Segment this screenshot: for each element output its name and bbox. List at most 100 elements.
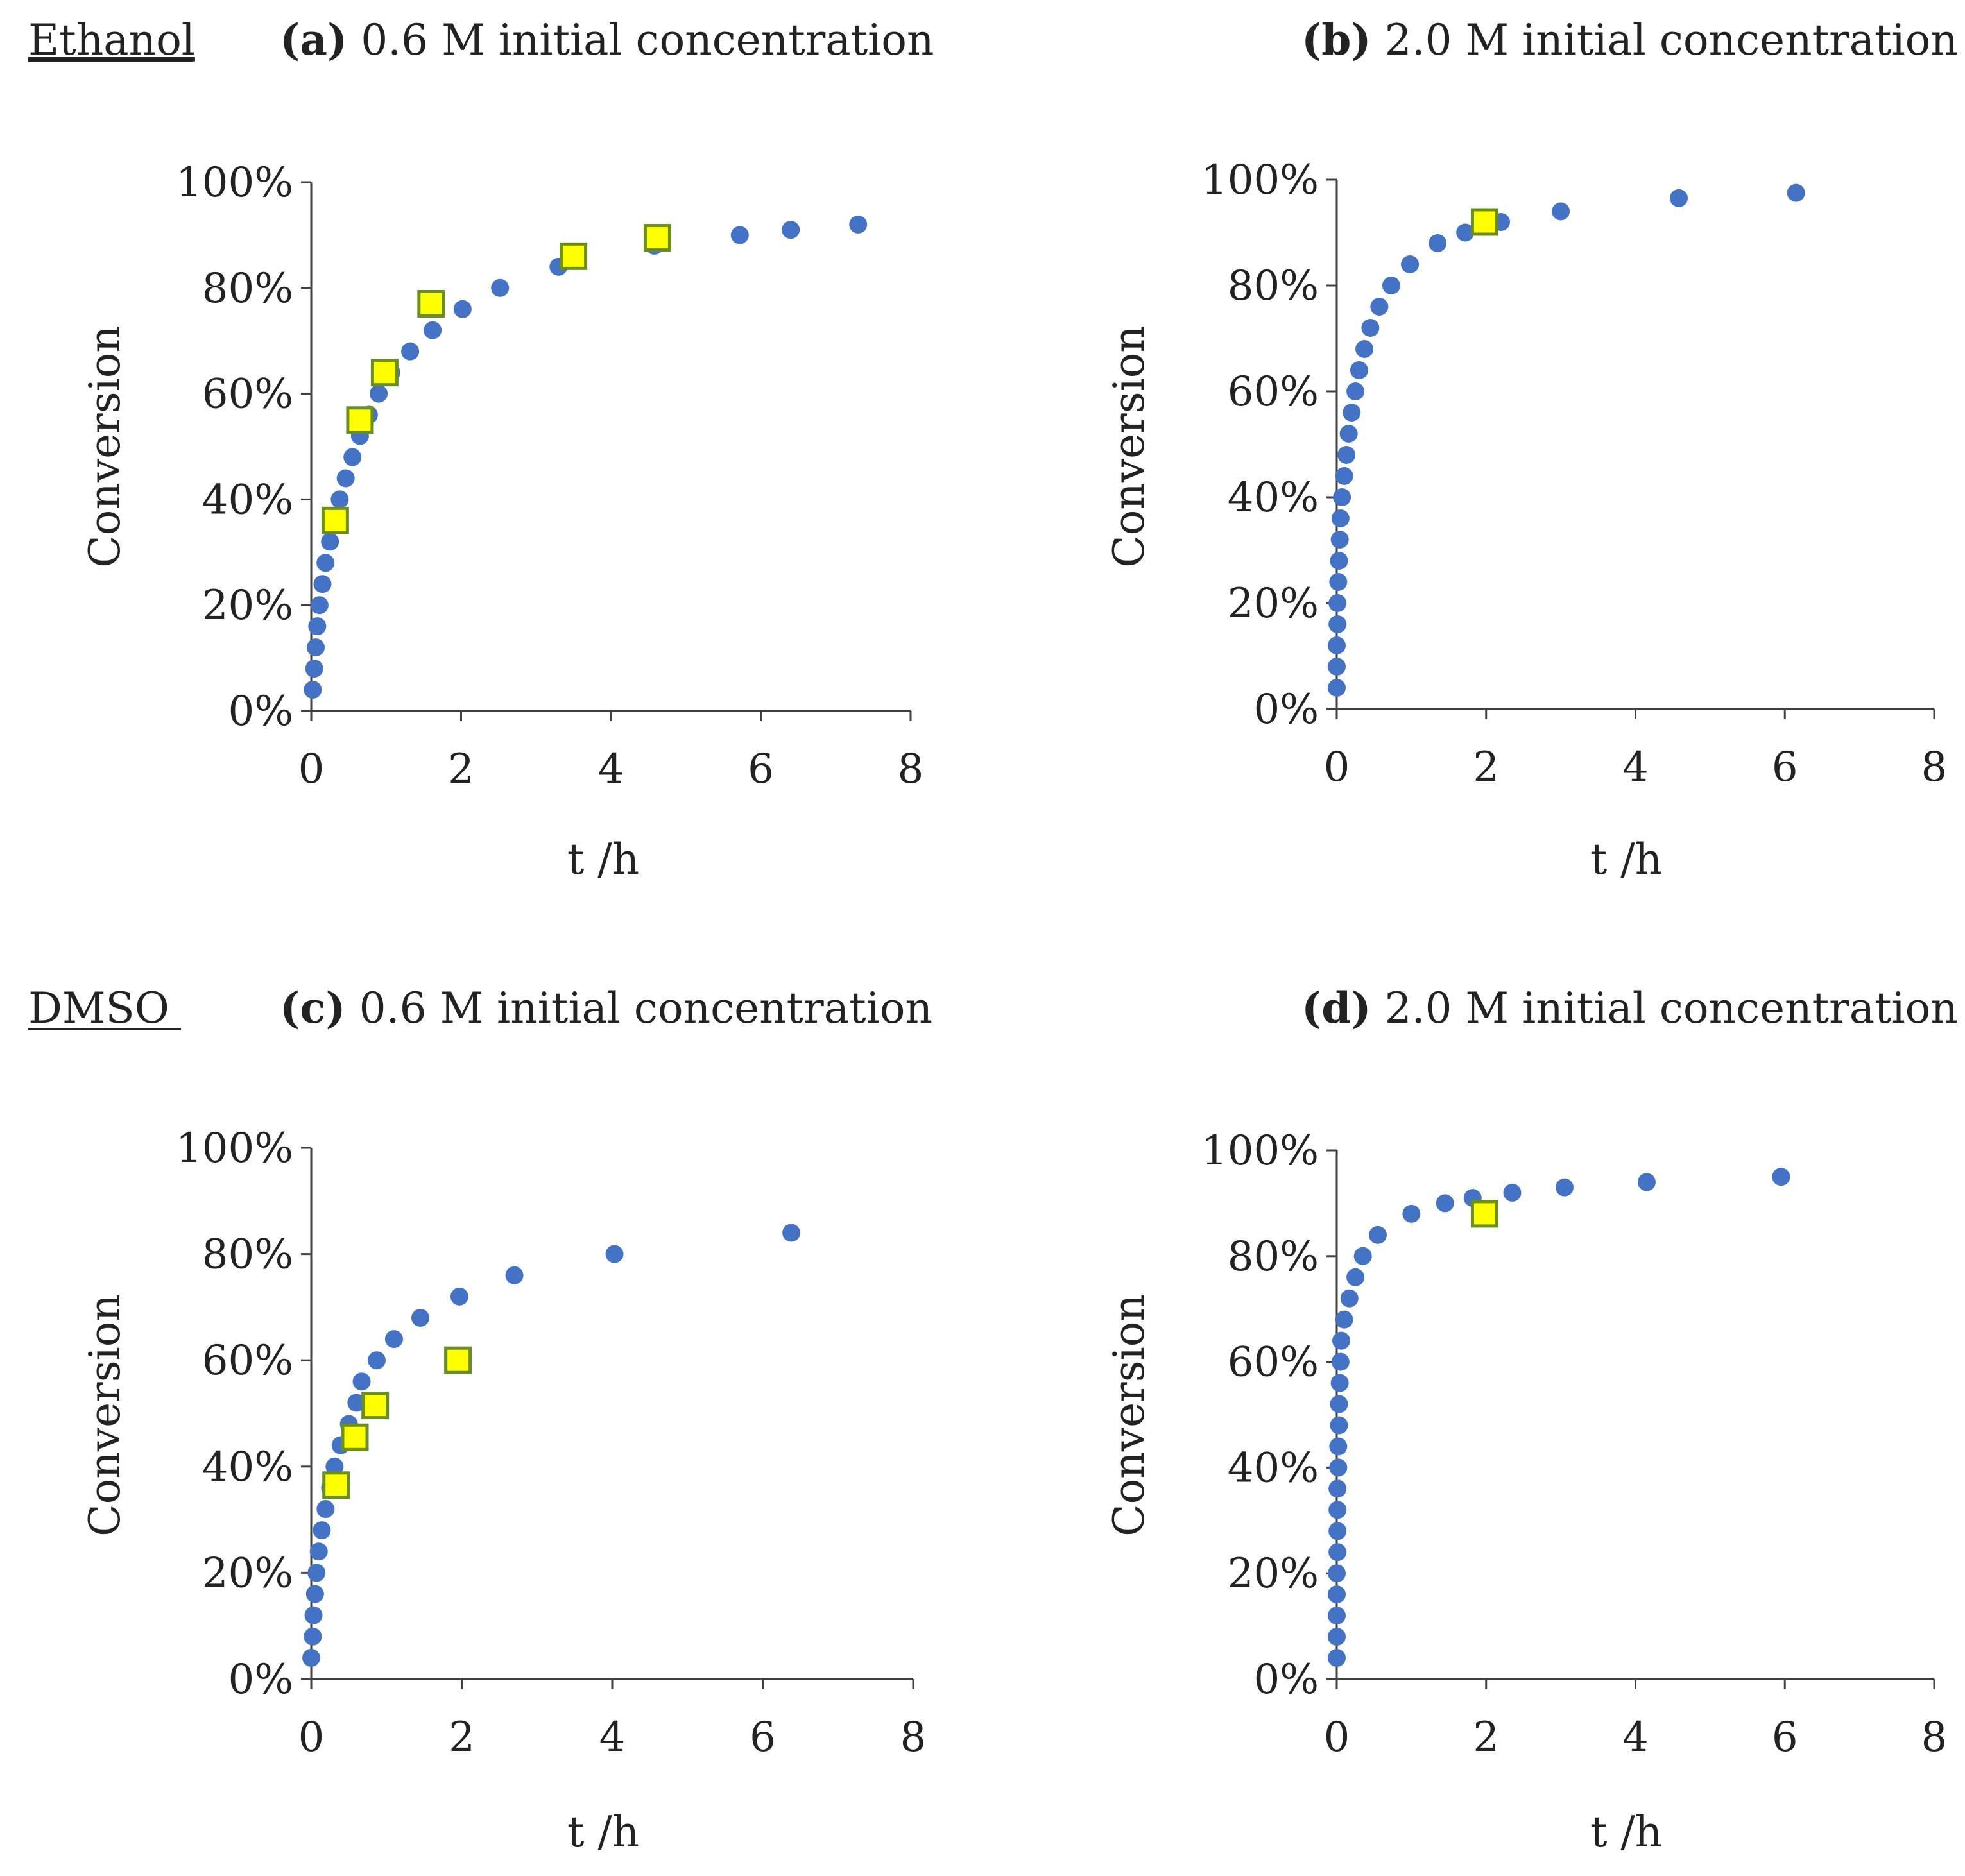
panel-b-model-point bbox=[1335, 467, 1353, 485]
panel-b-model-point bbox=[1328, 679, 1346, 697]
panel-a: (a) 0.6 M initial concentration 0 2 4 6 80%2… bbox=[80, 15, 934, 884]
panel-d-x-tick-label: 0 bbox=[1324, 1714, 1350, 1761]
panel-b-model-point bbox=[1552, 202, 1570, 221]
panel-a-experiment-point bbox=[346, 406, 374, 434]
panel-c-x-tick-label: 6 bbox=[750, 1714, 776, 1761]
panel-a-model-point bbox=[401, 342, 420, 361]
panel-c-model-point bbox=[368, 1351, 386, 1370]
panel-c-y-tick-label: 60% bbox=[202, 1337, 293, 1385]
panel-b-model-point bbox=[1328, 636, 1346, 654]
panel-a-model-point bbox=[849, 215, 868, 234]
row-label-dmso: DMSO bbox=[28, 984, 169, 1033]
panel-b-model-point bbox=[1361, 319, 1380, 337]
panel-a-model-point bbox=[310, 596, 329, 615]
panel-d-model-point bbox=[1331, 1352, 1350, 1371]
panel-b-y-tick-label: 100% bbox=[1201, 157, 1319, 204]
panel-c-experiment-point bbox=[444, 1346, 472, 1374]
panel-b-model-point bbox=[1382, 277, 1400, 294]
panel-b-y-tick-label: 40% bbox=[1228, 474, 1319, 522]
panel-d-model-point bbox=[1346, 1268, 1365, 1286]
panel-d-y-tick-label: 80% bbox=[1228, 1233, 1319, 1281]
panel-d-model-point bbox=[1503, 1183, 1522, 1202]
panel-b-title-letter: (b) bbox=[1301, 15, 1371, 65]
panel-c-model-point bbox=[302, 1648, 320, 1667]
panel-a-title-text: 0.6 M initial concentration bbox=[347, 15, 934, 65]
panel-b-model-point bbox=[1343, 404, 1361, 422]
panel-d-x-tick-label: 4 bbox=[1622, 1714, 1649, 1761]
panel-b-y-tick-label: 20% bbox=[1228, 580, 1319, 627]
panel-a-model-point bbox=[370, 384, 388, 403]
panel-a-model-point bbox=[330, 490, 349, 509]
panel-d-model-point bbox=[1329, 1458, 1348, 1477]
panel-a-experiment-point bbox=[417, 290, 445, 318]
panel-a-y-tick-label: 100% bbox=[176, 159, 293, 207]
panel-a-model-point bbox=[305, 660, 323, 678]
panel-a-model-point bbox=[308, 617, 327, 636]
panel-d: (d) 2.0 M initial concentration 0 2 4 6 80%2… bbox=[1104, 983, 1958, 1857]
panel-d-y-tick-label: 40% bbox=[1228, 1444, 1319, 1492]
panel-a-x-tick-label: 0 bbox=[298, 746, 325, 793]
panel-d-title-letter: (d) bbox=[1301, 983, 1371, 1033]
panel-c-title: (c) 0.6 M initial concentration bbox=[280, 983, 932, 1033]
panel-d-model-point bbox=[1328, 1607, 1346, 1625]
panel-c-model-point bbox=[505, 1266, 524, 1284]
panel-c-x-tick-label: 2 bbox=[449, 1714, 475, 1761]
panel-b-model-point bbox=[1787, 183, 1805, 202]
panel-c-model-point bbox=[307, 1564, 326, 1582]
panel-d-plot: 0 2 4 6 80%20%40%60%80%100% bbox=[1201, 1127, 1947, 1761]
panel-c-experiment-point bbox=[361, 1392, 390, 1420]
panel-a-experiment-point bbox=[560, 242, 588, 270]
panel-c-xlabel: t /h bbox=[567, 1807, 639, 1857]
panel-c-plot: 0 2 4 6 80%20%40%60%80%100% bbox=[176, 1125, 926, 1761]
panel-a-x-tick-label: 4 bbox=[598, 746, 624, 793]
panel-c-model-point bbox=[313, 1521, 331, 1540]
panel-a-experiment-point bbox=[321, 506, 349, 534]
panel-b-model-point bbox=[1429, 234, 1447, 252]
panel-c-experiment-point bbox=[322, 1471, 350, 1499]
panel-d-y-tick-label: 100% bbox=[1201, 1127, 1319, 1175]
panel-c-y-tick-label: 20% bbox=[202, 1549, 293, 1597]
panel-c-x-tick-label: 0 bbox=[298, 1714, 325, 1761]
panel-d-model-point bbox=[1637, 1173, 1656, 1191]
panel-b-x-tick-label: 2 bbox=[1473, 744, 1499, 791]
panel-c-model-point bbox=[305, 1585, 324, 1603]
panel-b-model-point bbox=[1350, 361, 1368, 379]
panel-a-model-point bbox=[730, 226, 749, 244]
panel-c-model-point bbox=[309, 1542, 328, 1561]
panel-d-y-tick-label: 20% bbox=[1228, 1550, 1319, 1598]
panel-d-model-point bbox=[1329, 1437, 1348, 1456]
panel-b-model-point bbox=[1337, 446, 1356, 464]
panel-a-plot: 0 2 4 6 80%20%40%60%80%100% bbox=[176, 159, 923, 793]
panel-b-model-point bbox=[1669, 189, 1688, 207]
panel-a-model-point bbox=[424, 321, 442, 339]
panel-a-y-tick-label: 60% bbox=[202, 371, 293, 418]
row-label-ethanol: Ethanol bbox=[28, 15, 195, 65]
panel-a-ylabel: Conversion bbox=[80, 325, 130, 568]
panel-b-model-point bbox=[1401, 255, 1420, 273]
panel-c-y-tick-label: 80% bbox=[202, 1231, 293, 1279]
panel-d-title: (d) 2.0 M initial concentration bbox=[1301, 983, 1958, 1033]
panel-c-title-letter: (c) bbox=[280, 983, 346, 1033]
panel-b-model-point bbox=[1330, 552, 1348, 570]
panel-a-model-point bbox=[321, 533, 339, 551]
panel-c-model-point bbox=[411, 1308, 430, 1327]
panel-d-model-point bbox=[1402, 1204, 1421, 1223]
panel-d-model-point bbox=[1328, 1564, 1346, 1583]
panel-a-experiment-point bbox=[370, 359, 399, 387]
panel-d-model-point bbox=[1328, 1543, 1347, 1562]
panel-c-model-point bbox=[316, 1500, 335, 1519]
panel-b-x-tick-label: 4 bbox=[1622, 744, 1649, 791]
panel-a-y-tick-label: 0% bbox=[228, 688, 293, 735]
panel-b-model-point bbox=[1333, 488, 1351, 506]
panel-c-model-point bbox=[450, 1287, 468, 1306]
panel-a-model-point bbox=[307, 638, 325, 657]
panel-c-y-tick-label: 40% bbox=[202, 1444, 293, 1491]
panel-a-title-letter: (a) bbox=[280, 15, 347, 65]
panel-b-model-point bbox=[1331, 509, 1350, 527]
panel-c-y-tick-label: 0% bbox=[228, 1656, 293, 1703]
panel-d-model-point bbox=[1332, 1331, 1350, 1350]
panel-d-model-point bbox=[1328, 1479, 1347, 1498]
panel-b-x-tick-label: 8 bbox=[1921, 744, 1948, 791]
panel-c-experiment-point bbox=[341, 1423, 369, 1451]
